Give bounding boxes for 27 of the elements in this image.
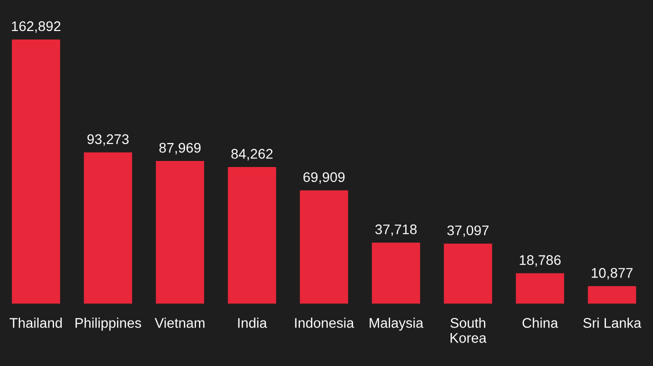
x-tick-label: Vietnam — [154, 318, 204, 328]
x-tick-label: China — [522, 318, 558, 328]
x-tick-label: South Korea — [450, 318, 487, 343]
x-tick-label: Thailand — [10, 318, 62, 328]
data-label: 87,969 — [159, 142, 201, 154]
data-label: 18,786 — [520, 255, 561, 267]
x-tick-label: Indonesia — [295, 318, 354, 328]
bar — [12, 39, 60, 304]
data-label: 37,097 — [447, 225, 489, 237]
data-label: 162,892 — [12, 21, 60, 33]
x-tick-label: Philippines — [76, 318, 142, 331]
bar — [300, 190, 348, 304]
bar — [444, 244, 492, 304]
data-label: 10,877 — [592, 268, 633, 280]
bar — [228, 167, 276, 304]
bar — [84, 152, 132, 304]
bar — [588, 286, 636, 304]
data-label: 37,718 — [375, 224, 417, 236]
bar — [156, 161, 204, 304]
data-label: 69,909 — [303, 172, 345, 184]
data-label: 84,262 — [231, 148, 273, 160]
bar — [516, 273, 564, 304]
data-label: 93,273 — [87, 134, 129, 146]
x-tick-label: Malaysia — [370, 318, 424, 331]
bar — [372, 242, 420, 304]
x-tick-label: India — [238, 318, 268, 328]
x-tick-label: Sri Lanka — [583, 318, 642, 328]
